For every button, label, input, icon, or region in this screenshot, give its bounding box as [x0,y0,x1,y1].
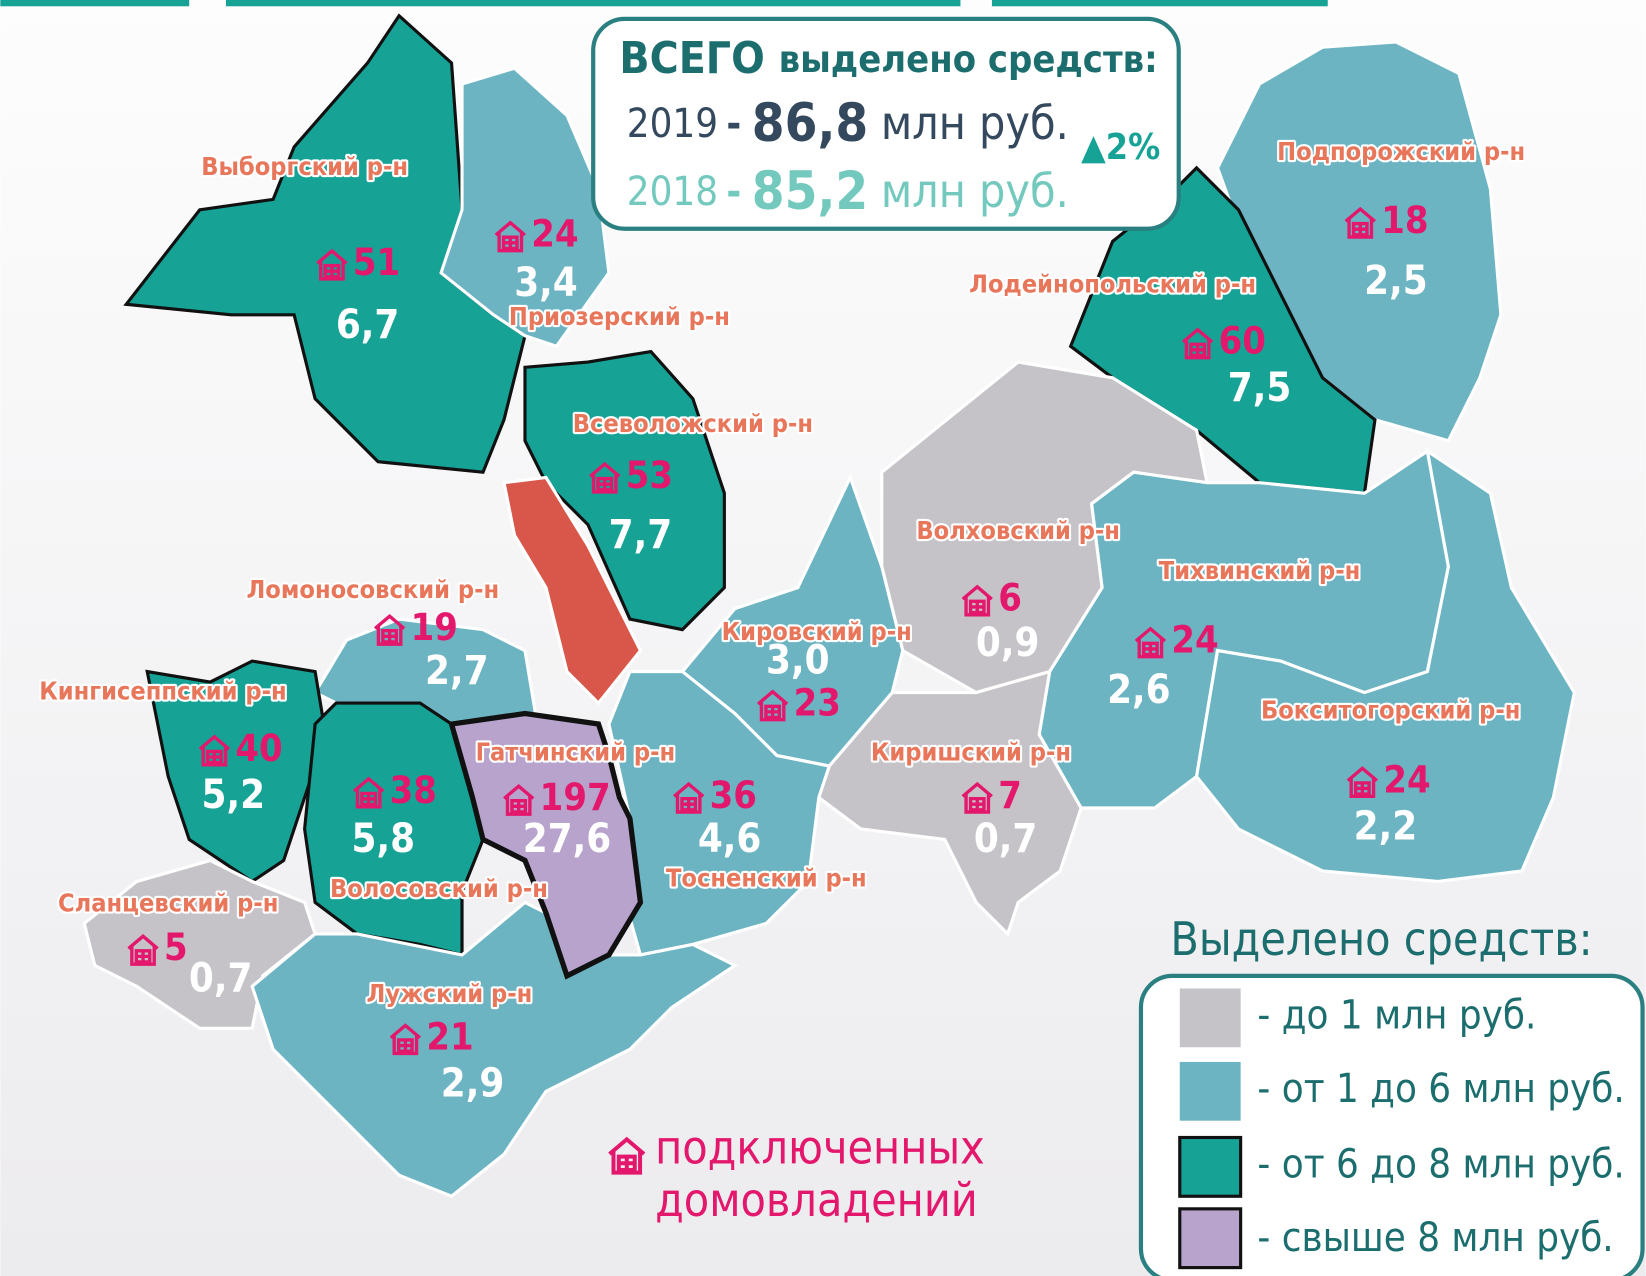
funds-amount: 27,6 [523,816,611,862]
funds-amount: 2,7 [425,648,489,694]
district-name: Кировский р-н [722,617,912,646]
unit: млн руб. [881,95,1069,149]
summary-frame [591,16,1181,231]
summary-title-bold: ВСЕГО [619,33,764,84]
legend-item: - до 1 млн руб. [1257,992,1536,1038]
legend-swatch [1179,1061,1241,1121]
summary-title-rest: выделено средств: [779,36,1158,80]
homes-count: 21 [426,1014,473,1058]
district-name: Киришский р-н [871,737,1071,766]
unit: млн руб. [881,164,1069,218]
district-name: Тосненский р-н [666,863,867,892]
funds-amount: 2,2 [1354,803,1418,849]
homes-note: подключенных домовладений [607,1121,985,1227]
city [502,475,643,706]
year: 2019 [627,100,718,146]
top-bar [225,0,961,7]
homes-count: 51 [353,240,400,284]
homes-count: 40 [235,726,282,770]
funds-amount: 0,7 [974,816,1038,862]
funds-amount: 2,5 [1364,258,1428,304]
funds-amount: 3,0 [766,638,830,684]
region [448,710,644,980]
homes-count: 18 [1381,198,1428,242]
funds-amount: 4,6 [698,816,762,862]
homes-count: 7 [998,773,1022,817]
funds-amount: 0,7 [189,956,253,1002]
district-name: Всеволожский р-н [573,409,813,438]
legend-swatch [1179,988,1241,1048]
district-name: Лодейнопольский р-н [969,269,1256,298]
dash: - [726,169,741,215]
legend-swatch [1178,1135,1243,1198]
district-name: Сланцевский р-н [58,889,278,918]
homes-count: 38 [390,768,437,812]
legend-item: - от 1 до 6 млн руб. [1257,1066,1624,1112]
funds-amount: 7,5 [1228,365,1292,411]
note-line: домовладений [655,1173,978,1227]
funds-amount: 0,9 [976,620,1040,666]
funds-amount: 2,9 [441,1061,505,1107]
legend: Выделено средств: - до 1 млн руб. - от 1… [1138,912,1645,1276]
homes-count: 6 [998,576,1022,620]
funds-amount: 7,7 [609,512,673,558]
homes-count: 23 [794,681,841,725]
note-line: подключенных [655,1121,985,1175]
homes-count: 24 [1383,757,1430,801]
change: ▲2% [1081,127,1160,168]
legend-frame [1138,973,1645,1276]
amount: 86,8 [752,93,868,154]
homes-count: 19 [411,605,458,649]
summary-box: ВСЕГО выделено средств: 2019-86,8 млн руб… [591,16,1181,231]
region [439,66,611,349]
homes-count: 60 [1219,319,1266,363]
homes-count: 5 [164,925,188,969]
legend-item: - свыше 8 млн руб. [1257,1215,1613,1261]
funds-amount: 3,4 [514,260,578,306]
district-name: Кингисеппский р-н [39,677,286,706]
district-name: Тихвинский р-н [1159,556,1360,585]
dash: - [726,100,741,146]
district-name: Подпорожский р-н [1277,137,1525,166]
legend-title: Выделено средств: [1170,912,1592,966]
top-bar [0,0,190,7]
summary-row: 2019-86,8 млн руб. [627,93,1069,154]
homes-count: 53 [626,453,673,497]
district-name: Волосовский р-н [330,874,548,903]
district-name: Выборгский р-н [201,152,408,181]
homes-count: 36 [710,773,757,817]
district-name: Бокситогорский р-н [1261,695,1520,724]
summary-title: ВСЕГО выделено средств: [619,33,1157,84]
district-name: Гатчинский р-н [476,737,676,766]
homes-count: 197 [540,775,611,819]
region [303,701,485,957]
regions [82,13,1576,1199]
year: 2018 [627,169,718,215]
region [250,900,738,1199]
amount: 85,2 [752,161,868,222]
summary-row: 2018-85,2 млн руб. [627,161,1069,222]
region [1194,447,1576,884]
funds-amount: 6,7 [336,302,400,348]
district-name: Ломоносовский р-н [247,575,500,604]
homes-count: 24 [1171,618,1218,662]
homes-count: 24 [531,212,578,256]
region [816,669,1083,937]
legend-item: - от 6 до 8 млн руб. [1257,1141,1624,1187]
region [145,659,328,884]
top-bar [991,0,1328,7]
district-name: Лужский р-н [367,979,533,1008]
district-name: Волховский р-н [916,516,1120,545]
funds-amount: 5,8 [352,816,416,862]
funds-amount: 5,2 [202,772,266,818]
funds-amount: 2,6 [1107,667,1171,713]
region [523,349,726,632]
legend-swatch [1178,1207,1243,1270]
district-name: Приозерский р-н [509,302,730,331]
